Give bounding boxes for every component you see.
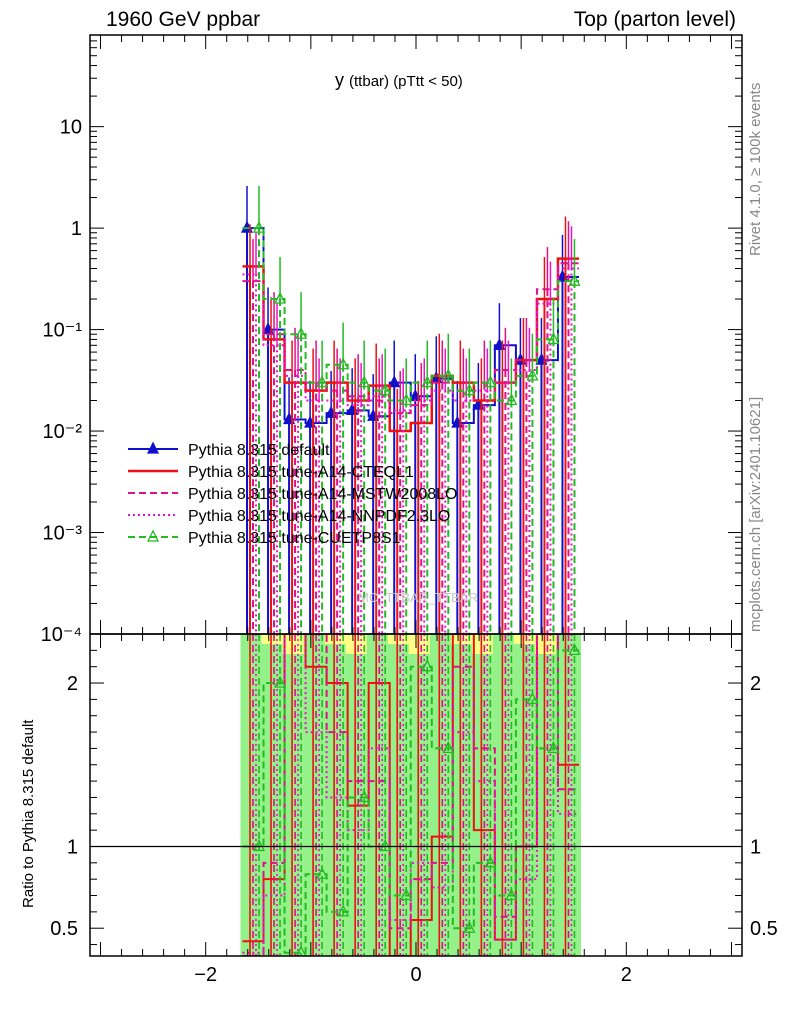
y-tick-label: 10	[60, 117, 82, 139]
mcplots-source-label: mcplots.cern.ch [arXiv:2401.10621]	[747, 396, 764, 632]
ratio-point-marker	[358, 789, 371, 803]
legend-marker	[146, 441, 160, 454]
data-point-marker	[295, 326, 308, 339]
data-point-marker	[421, 375, 434, 388]
legend-marker	[146, 529, 160, 542]
data-point-marker	[358, 375, 371, 388]
series-line-1	[242, 227, 579, 425]
y-tick-label: 10⁻³	[43, 523, 83, 545]
energy-label: 1960 GeV ppbar	[106, 8, 261, 31]
ratio-point-marker	[400, 888, 413, 901]
data-point-marker	[388, 375, 401, 388]
ratio-point-marker	[295, 945, 307, 956]
ratio-point-marker	[526, 691, 539, 705]
series-line-3	[242, 262, 579, 415]
ratio-point-marker	[568, 642, 581, 655]
ratio-y-tick-label: 1	[67, 836, 78, 858]
x-tick-label: 2	[621, 964, 632, 986]
data-point-marker	[273, 291, 287, 304]
ratio-y-tick-label-right: 2	[750, 673, 761, 695]
ratio-point-marker	[463, 920, 476, 933]
ratio-point-marker	[316, 866, 329, 879]
data-point-marker	[547, 331, 560, 345]
ratio-point-marker	[252, 839, 266, 852]
data-point-marker	[526, 368, 539, 381]
ratio-point-marker	[442, 740, 455, 754]
legend: Pythia 8.315 default Pythia 8.315 tune-A1…	[128, 441, 457, 547]
ratio-series-group	[242, 634, 581, 956]
data-point-marker	[442, 368, 455, 381]
series-line-5	[242, 227, 579, 402]
data-point-marker	[484, 375, 497, 388]
ratio-y-tick-label-right: 0.5	[750, 918, 778, 940]
legend-entry-label: Pythia 8.315 tune-CUETP8S1	[188, 530, 401, 547]
series-line-2	[242, 257, 579, 433]
ratio-point-marker	[273, 675, 287, 688]
plot-title: y (ttbar) (pTtt < 50)	[335, 70, 463, 91]
analysis-watermark: MC_TTBAR_TTBAR	[358, 590, 478, 605]
ratio-y-axis-label: Ratio to Pythia 8.315 default	[20, 719, 37, 908]
legend-entry-label: Pythia 8.315 tune-A14-CTEQL1	[188, 464, 414, 481]
data-point-marker	[463, 383, 476, 396]
data-point-marker	[400, 393, 413, 406]
data-point-marker	[316, 375, 329, 388]
plot-title-sub: (ttbar) (pTtt < 50)	[349, 73, 463, 90]
x-tick-label: −2	[194, 964, 217, 986]
y-tick-label: 10⁻⁴	[41, 624, 82, 646]
ratio-y-tick-label-right: 1	[750, 836, 761, 858]
data-point-marker	[252, 220, 266, 233]
x-tick-label: 0	[410, 964, 421, 986]
y-tick-label: 10⁻²	[43, 421, 83, 443]
data-point-marker	[568, 273, 581, 286]
plot-title-main: y	[335, 70, 344, 90]
data-point-marker	[337, 357, 350, 370]
main-series-group	[240, 186, 581, 634]
rivet-version-label: Rivet 4.1.0, ≥ 100k events	[747, 82, 764, 256]
y-tick-label: 1	[71, 218, 82, 240]
ratio-point-marker	[421, 659, 434, 672]
y-tick-label: 10⁻¹	[43, 320, 83, 342]
ratio-point-marker	[547, 740, 560, 754]
ratio-point-marker	[505, 888, 518, 901]
process-label: Top (parton level)	[573, 8, 736, 31]
data-point-marker	[505, 393, 518, 406]
ratio-y-tick-label: 2	[67, 673, 78, 695]
ratio-y-tick-label: 0.5	[50, 918, 78, 940]
ratio-point-marker	[337, 904, 350, 917]
legend-entry-label: Pythia 8.315 tune-A14-NNPDF2.3LO	[188, 508, 450, 525]
legend-entry-label: Pythia 8.315 tune-A14-MSTW2008LO	[188, 486, 457, 503]
legend-entry-label: Pythia 8.315 default	[188, 442, 330, 459]
ratio-line-4	[242, 649, 579, 954]
ratio-point-marker	[379, 839, 392, 852]
ratio-point-marker	[484, 855, 497, 868]
data-point-marker	[379, 383, 392, 396]
